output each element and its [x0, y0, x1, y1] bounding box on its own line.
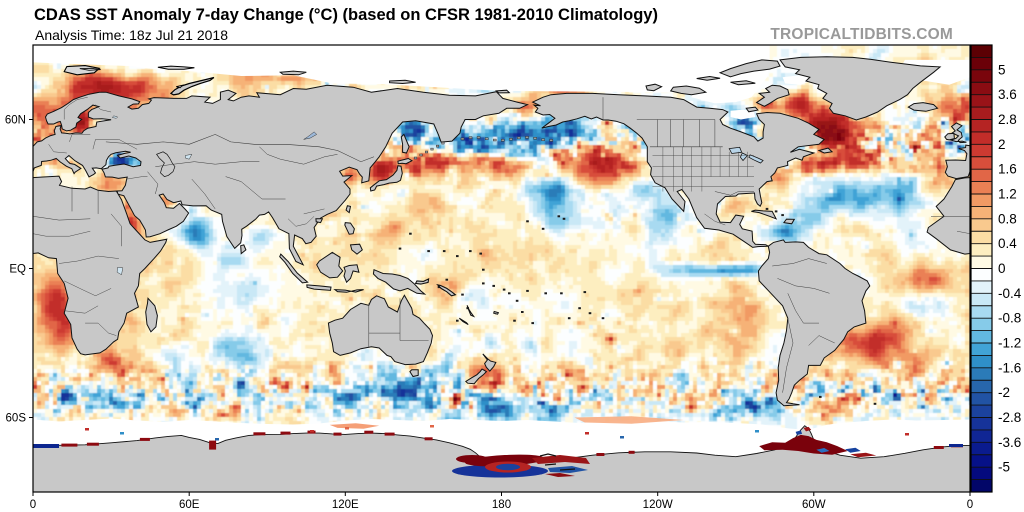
svg-text:1.2: 1.2 [998, 187, 1017, 202]
svg-text:60N: 60N [5, 115, 26, 127]
svg-text:60E: 60E [179, 499, 200, 511]
svg-text:-1.2: -1.2 [998, 336, 1021, 351]
svg-text:Analysis Time: 18z Jul 21 2018: Analysis Time: 18z Jul 21 2018 [35, 27, 228, 43]
svg-text:3.6: 3.6 [998, 87, 1017, 102]
svg-text:-0.4: -0.4 [998, 286, 1022, 301]
svg-text:CDAS SST Anomaly 7-day Change: CDAS SST Anomaly 7-day Change (°C) (base… [34, 6, 658, 24]
svg-text:-1.6: -1.6 [998, 360, 1021, 375]
svg-text:120W: 120W [643, 499, 673, 511]
svg-text:180: 180 [492, 499, 511, 511]
svg-text:-3.6: -3.6 [998, 435, 1021, 450]
svg-text:-2.8: -2.8 [998, 410, 1021, 425]
svg-text:0: 0 [967, 499, 973, 511]
svg-text:2.8: 2.8 [998, 112, 1017, 127]
svg-text:1.6: 1.6 [998, 162, 1017, 177]
svg-text:0: 0 [30, 499, 36, 511]
svg-text:5: 5 [998, 62, 1006, 77]
svg-text:-2: -2 [998, 385, 1010, 400]
svg-text:-0.8: -0.8 [998, 311, 1021, 326]
svg-text:0: 0 [998, 261, 1006, 276]
svg-text:60S: 60S [6, 413, 27, 425]
svg-text:120E: 120E [332, 499, 359, 511]
svg-text:EQ: EQ [9, 264, 26, 276]
svg-text:TROPICALTIDBITS.COM: TROPICALTIDBITS.COM [770, 26, 953, 43]
svg-text:2: 2 [998, 137, 1006, 152]
svg-text:0.4: 0.4 [998, 236, 1017, 251]
svg-text:-5: -5 [998, 460, 1010, 475]
svg-text:0.8: 0.8 [998, 211, 1017, 226]
svg-text:60W: 60W [802, 499, 826, 511]
